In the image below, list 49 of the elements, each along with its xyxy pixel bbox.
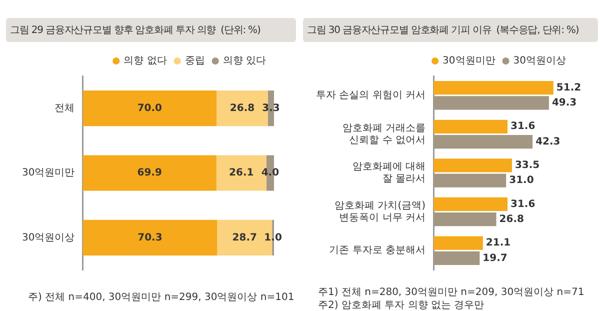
y-tick-label: 전체 (54, 102, 75, 114)
bar (434, 212, 496, 226)
data-label: 26.8 (230, 102, 255, 114)
data-label: 69.9 (137, 168, 162, 179)
bar (434, 120, 508, 134)
data-label: 26.8 (499, 214, 524, 225)
data-label: 70.3 (138, 232, 162, 244)
chart-subtitle: (단위: %) (220, 24, 260, 37)
y-tick-label: 기존 투자로 충분해서 (329, 245, 426, 256)
bar (434, 174, 506, 188)
data-label: 28.7 (232, 232, 258, 244)
legend-label: 의향 있다 (222, 56, 266, 67)
y-tick-label: 암호화폐에 대해 잘 몰라서 (352, 162, 426, 185)
text: 주1) 전체 n=280, 30억원미만 n=209, 30억원이상 n=71 (318, 287, 584, 298)
data-label: 26.1 (229, 168, 254, 179)
bar (434, 96, 549, 110)
data-label: 21.1 (486, 238, 511, 249)
chart-title: 그림 30 금융자산규모별 암호화폐 기피 이유 (307, 24, 492, 37)
y-tick-label: 30억원미만 (22, 168, 75, 179)
bar (434, 251, 480, 265)
legend-label: 중립 (184, 56, 205, 67)
text: 주2) 암호화폐 투자 의향 없는 경우만 (318, 300, 484, 311)
bar (434, 81, 554, 95)
data-label: 31.6 (510, 121, 536, 132)
data-label: 70.0 (137, 102, 162, 114)
data-label: 33.5 (514, 160, 540, 172)
data-label: 42.3 (536, 136, 560, 148)
data-label: 31.0 (509, 175, 534, 186)
data-label: 19.7 (482, 252, 508, 264)
chart-subtitle: (복수응답, 단위: %) (496, 24, 579, 37)
bar (82, 90, 217, 126)
chart-title: 그림 29 금융자산규모별 향후 암호화폐 투자 의향 (10, 24, 216, 37)
data-label: 51.2 (556, 82, 582, 94)
bar (82, 155, 216, 191)
y-tick-label: 30억원이상 (22, 232, 75, 244)
bar (434, 134, 533, 149)
legend-label: 30억원미만 (442, 56, 496, 67)
bar (434, 158, 512, 172)
bar (434, 197, 508, 212)
bar (82, 220, 218, 256)
y-tick-label: 암호화폐 거래소를 신뢰할 수 없어서 (342, 122, 426, 146)
legend-label: 30억원이상 (513, 56, 566, 67)
bar (434, 236, 483, 250)
data-label: 49.3 (552, 98, 577, 109)
legend-label: 의향 없다 (124, 56, 167, 67)
y-tick-label: 투자 손실의 위험이 커서 (316, 90, 426, 101)
data-label: 31.6 (510, 198, 536, 210)
text: 주) 전체 n=400, 30억원미만 n=299, 30억원이상 n=101 (28, 291, 294, 304)
y-tick-label: 암호화폐 가치(금액) 변동폭이 너무 커서 (334, 200, 426, 224)
